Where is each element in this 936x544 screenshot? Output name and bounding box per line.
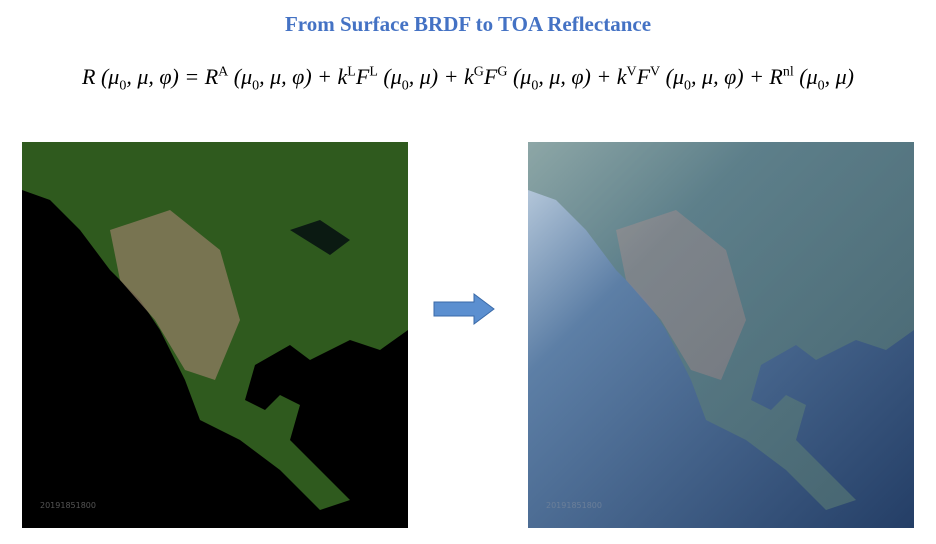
equation-text: , μ, φ) = R (126, 64, 219, 89)
equation-text: F (355, 64, 370, 89)
equation-sub: 0 (531, 78, 539, 94)
arrow (433, 293, 495, 325)
equation-text: (μ (507, 64, 532, 89)
equation-sub: 0 (817, 78, 825, 94)
equation-sup: L (369, 64, 378, 80)
equation-sub: 0 (401, 78, 409, 94)
slide-title: From Surface BRDF to TOA Reflectance (284, 12, 652, 36)
equation-text: , μ) (824, 64, 855, 89)
timestamp: 20191851800 (546, 501, 602, 510)
equation-sub: 0 (119, 78, 127, 94)
equation-text: (μ (660, 64, 685, 89)
equation-text: μ (108, 64, 120, 89)
equation-sup: L (347, 64, 356, 80)
equation-text: R (81, 64, 96, 89)
equation-sup: G (473, 64, 484, 80)
toa-image (528, 142, 914, 528)
equation-sub: 0 (684, 78, 692, 94)
equation-sup: nl (782, 64, 794, 80)
equation-sup: V (626, 64, 637, 80)
equation-text: , μ, φ) + k (259, 64, 348, 89)
equation-text: , μ, φ) + k (538, 64, 627, 89)
equation-text: (μ (793, 64, 818, 89)
equation-sup: A (218, 64, 229, 80)
equation-text: (μ (377, 64, 402, 89)
equation-text: F (636, 64, 651, 89)
equation-text: , μ, φ) + R (691, 64, 783, 89)
equation-text: F (483, 64, 498, 89)
equation-text: ( (95, 64, 109, 89)
equation-sub: 0 (252, 78, 260, 94)
equation: R (μ0, μ, φ) = RA (μ0, μ, φ) + kLFL (μ0,… (0, 64, 936, 94)
equation-text: , μ) + k (408, 64, 474, 89)
equation-sup: V (650, 64, 661, 80)
equation-sup: G (497, 64, 508, 80)
surface-image (22, 142, 408, 528)
equation-text: (μ (228, 64, 253, 89)
timestamp: 20191851800 (40, 501, 96, 510)
